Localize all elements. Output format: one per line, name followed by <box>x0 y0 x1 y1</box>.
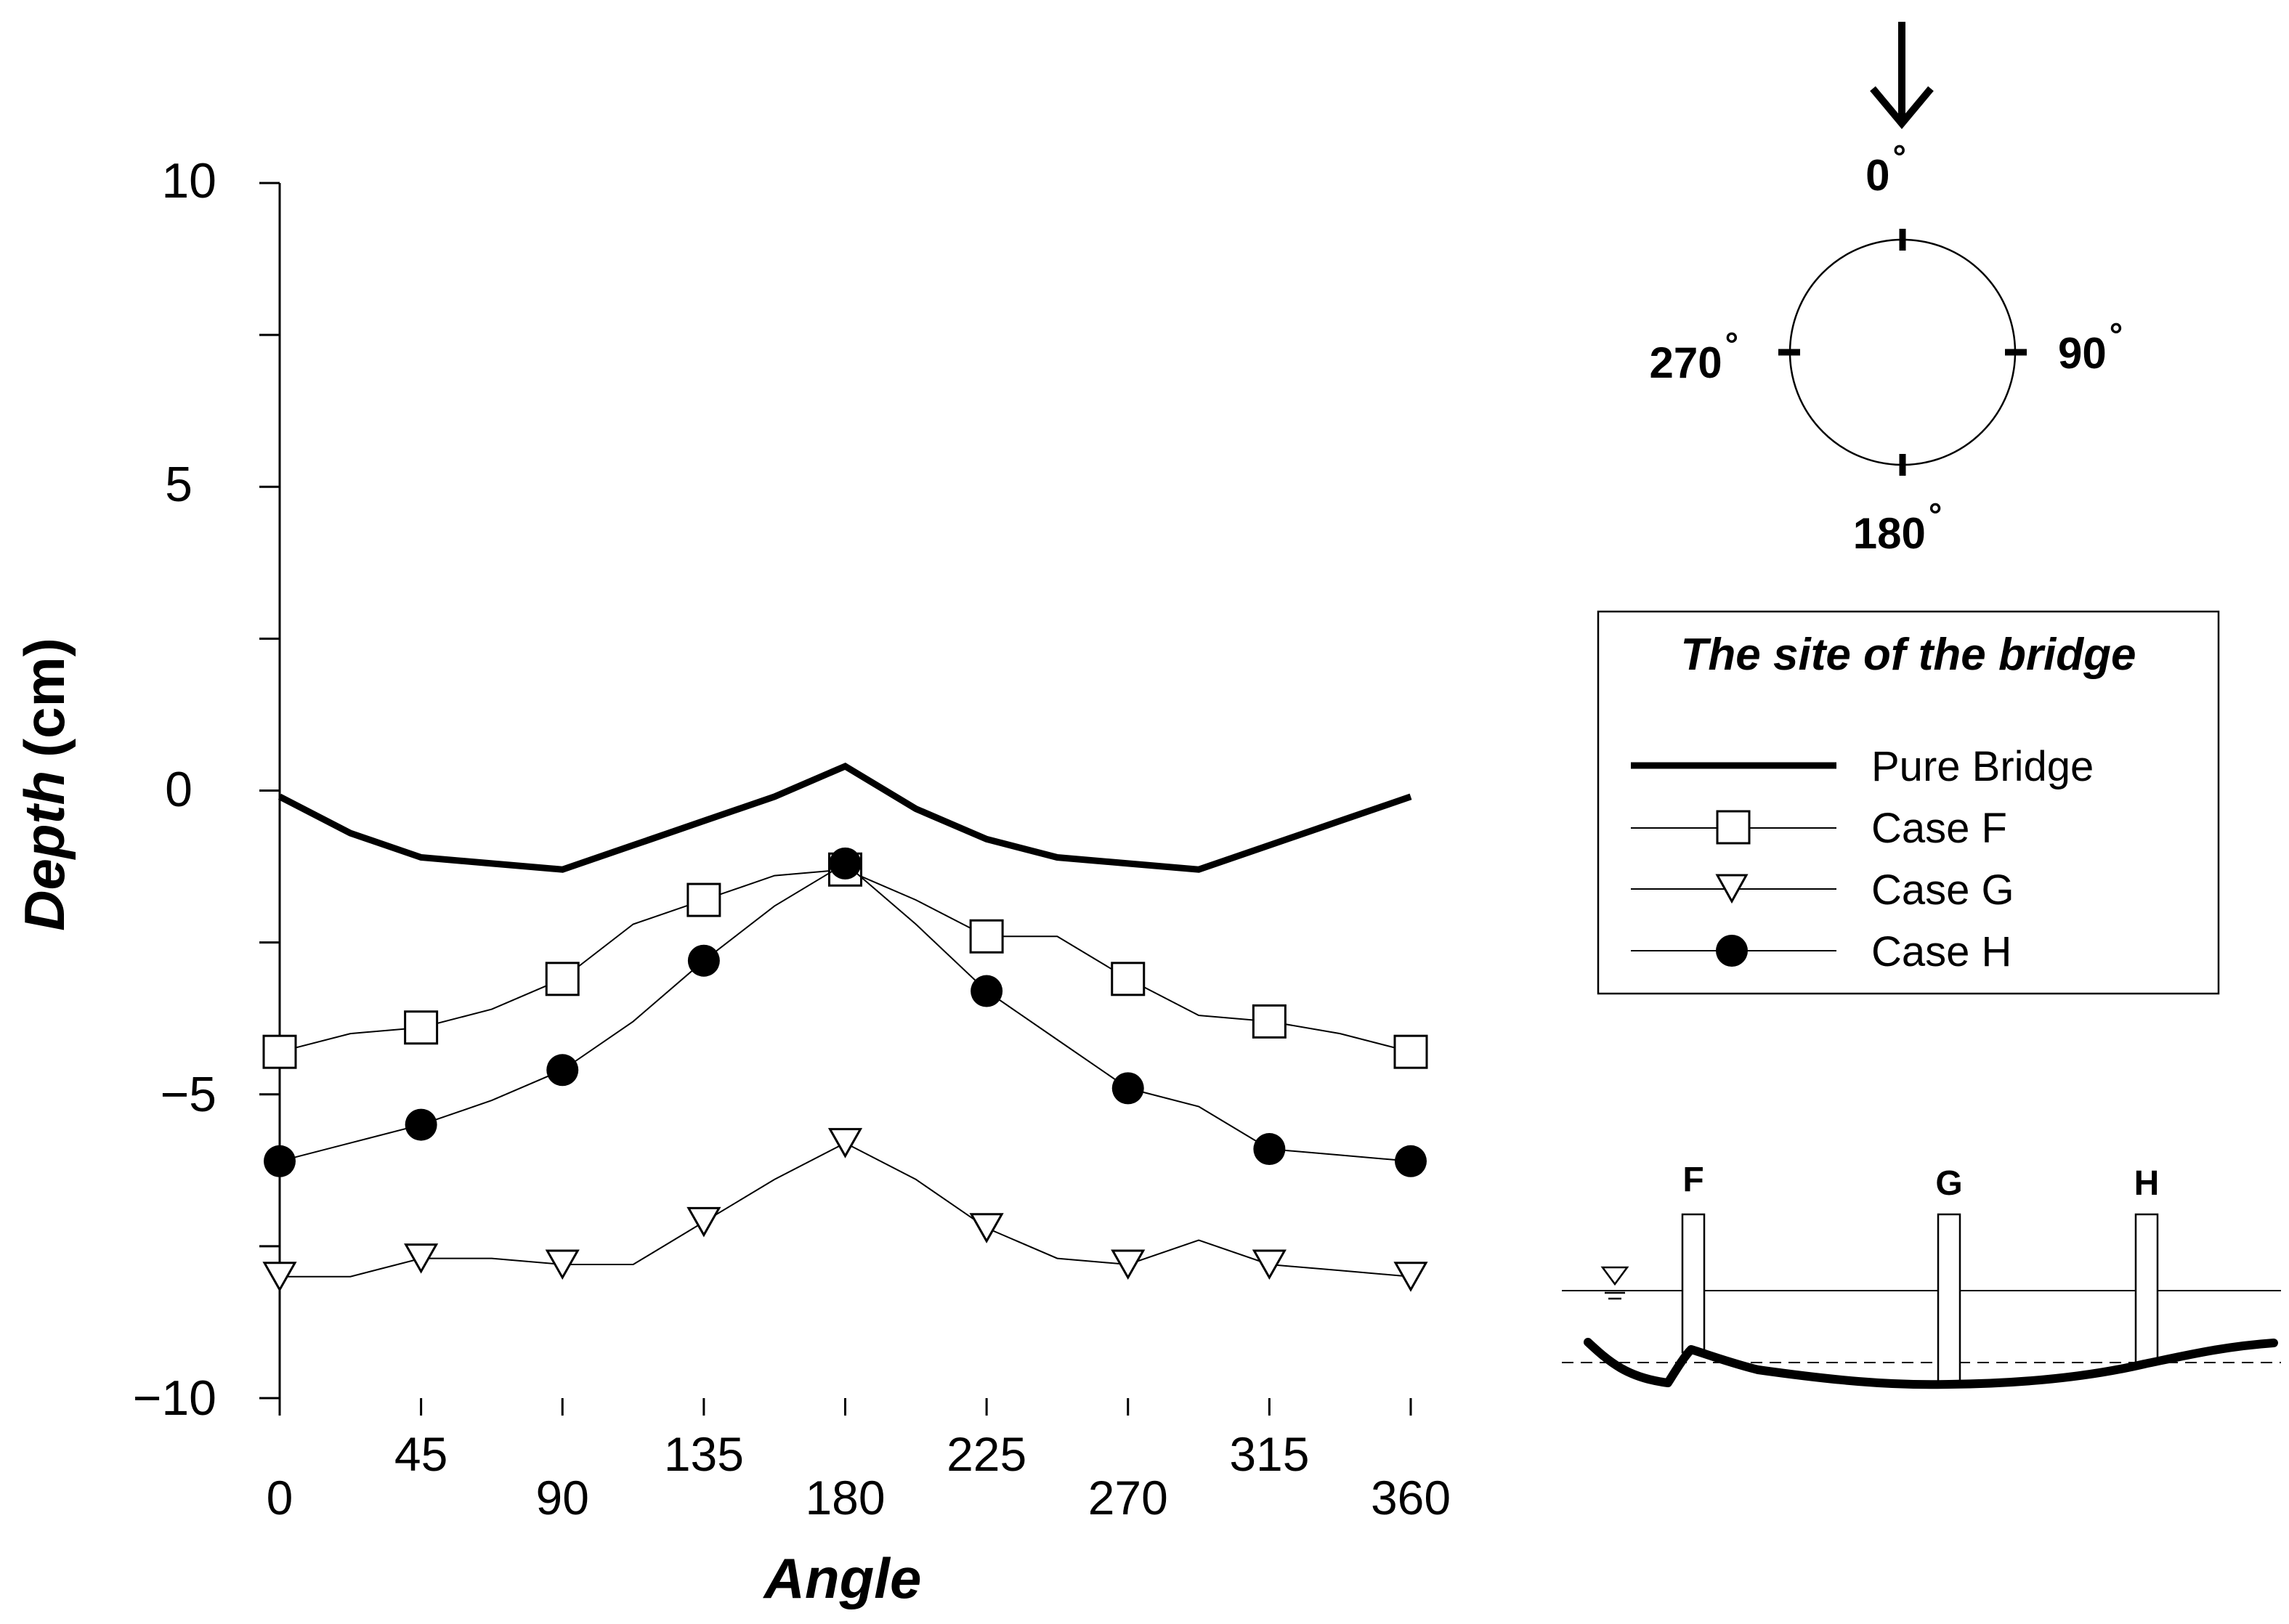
marker-case-h <box>546 1054 579 1087</box>
pier-h <box>2134 1213 2159 1365</box>
x-tick-label: 0 <box>267 1471 293 1524</box>
marker-case-g <box>827 1128 863 1158</box>
marker-case-g <box>1393 1262 1428 1292</box>
series-line-case-h <box>279 862 1411 1162</box>
x-tick-label: 360 <box>1371 1471 1451 1524</box>
compass-label-0: 0° <box>1865 138 1906 200</box>
site-label-g: G <box>1935 1164 1962 1203</box>
marker-case-h <box>1111 1072 1144 1105</box>
x-tick-label: 135 <box>664 1427 744 1481</box>
x-tick-label: 315 <box>1229 1427 1309 1481</box>
y-tick-label-5: 5 <box>165 457 193 512</box>
legend-box <box>1597 610 2220 995</box>
x-tick-label: 225 <box>947 1427 1026 1481</box>
marker-case-f <box>404 1010 439 1045</box>
marker-case-h <box>829 847 862 880</box>
site-label-h: H <box>2134 1164 2160 1203</box>
legend-marker-circle <box>1716 935 1748 967</box>
x-tick-label: 45 <box>394 1427 447 1481</box>
compass-label-270-value: 270 <box>1649 338 1722 387</box>
marker-case-f <box>1111 962 1146 996</box>
legend-label-case-h: Case H <box>1871 928 2012 975</box>
marker-case-f <box>969 919 1004 954</box>
compass-label-180-degree: ° <box>1929 496 1942 534</box>
marker-case-g <box>1252 1249 1287 1280</box>
legend-marker-square <box>1716 810 1751 845</box>
flow-arrow-icon <box>1870 86 1934 129</box>
marker-case-g <box>686 1206 721 1238</box>
compass-label-270: 270° <box>1649 325 1738 387</box>
marker-case-f <box>1393 1034 1428 1069</box>
marker-case-h <box>687 944 720 977</box>
marker-case-g <box>1111 1249 1146 1280</box>
depth-angle-chart: 10 5 0 −5 −10 0 45 90 135 180 225 270 315 360 An… <box>12 153 1451 1610</box>
y-axis-title-unit: (cm) <box>12 638 76 758</box>
compass-diagram: 0° 90° 180° 270° <box>1649 22 2123 558</box>
series-line-case-f <box>279 869 1411 1053</box>
pier-g <box>1937 1213 1961 1386</box>
site-label-f: F <box>1682 1161 1703 1199</box>
marker-case-g <box>404 1243 439 1274</box>
legend-label-pure-bridge: Pure Bridge <box>1871 743 2094 790</box>
compass-label-0-value: 0 <box>1865 151 1889 200</box>
compass-label-0-degree: ° <box>1892 138 1905 176</box>
site-diagram: F G H <box>1562 1161 2281 1389</box>
y-axis-title-main: Depth <box>12 771 76 931</box>
x-tick-label: 90 <box>536 1471 589 1524</box>
marker-case-f <box>545 962 580 996</box>
pier-circle <box>1788 238 2017 466</box>
compass-label-90: 90° <box>2058 316 2123 378</box>
compass-label-90-value: 90 <box>2058 329 2107 378</box>
legend-title: The site of the bridge <box>1681 630 2136 680</box>
marker-case-f <box>1252 1004 1287 1039</box>
y-tick-label-10: 10 <box>161 153 216 208</box>
x-axis-title: Angle <box>763 1546 922 1610</box>
y-axis-ticks <box>259 182 280 1400</box>
river-bed-profile <box>1584 1338 2278 1389</box>
marker-case-h <box>1395 1145 1427 1177</box>
pier-f <box>1681 1213 1706 1354</box>
compass-label-90-degree: ° <box>2110 316 2123 354</box>
marker-case-g <box>969 1213 1004 1243</box>
series-line-case-g <box>280 1142 1411 1278</box>
marker-case-h <box>971 975 1003 1007</box>
y-tick-label-0: 0 <box>165 762 193 817</box>
legend: The site of the bridge Pure Bridge Case … <box>1597 610 2220 995</box>
x-tick-label: 270 <box>1088 1471 1168 1524</box>
x-axis-ticks <box>278 1398 1412 1416</box>
marker-case-g <box>262 1262 297 1292</box>
legend-label-case-f: Case F <box>1871 805 2007 852</box>
x-tick-labels: 0 45 90 135 180 225 270 315 360 <box>267 1427 1451 1524</box>
series-layer <box>262 762 1428 1292</box>
marker-case-h <box>264 1145 296 1177</box>
marker-case-f <box>262 1034 297 1069</box>
marker-case-f <box>686 882 721 917</box>
legend-label-case-g: Case G <box>1871 866 2014 914</box>
series-line-pure-bridge <box>277 762 1412 873</box>
marker-case-h <box>1253 1133 1286 1166</box>
y-axis-title: Depth (cm) <box>12 638 76 931</box>
x-tick-label: 180 <box>805 1471 885 1524</box>
compass-label-270-degree: ° <box>1725 325 1738 363</box>
y-tick-label-minus10: −10 <box>133 1371 216 1426</box>
compass-label-180-value: 180 <box>1853 509 1926 558</box>
marker-case-h <box>405 1108 437 1141</box>
compass-label-180: 180° <box>1853 496 1942 558</box>
y-tick-label-minus5: −5 <box>160 1067 216 1122</box>
water-level-icon <box>1600 1266 1629 1286</box>
marker-case-g <box>545 1249 580 1280</box>
legend-marker-triangle <box>1715 874 1749 904</box>
